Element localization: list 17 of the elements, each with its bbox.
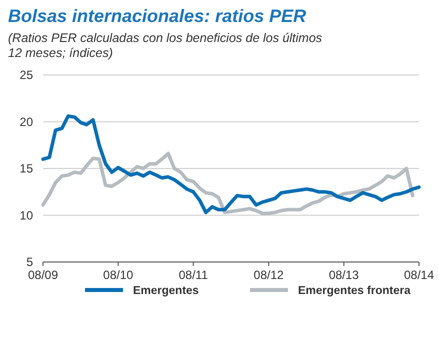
y-tick-label: 5 <box>26 255 34 269</box>
chart-subtitle: (Ratios PER calculadas con los beneficios de los últimos 12 meses; índices) <box>8 31 322 60</box>
x-tick-label: 08/11 <box>178 268 208 282</box>
x-tick-label: 08/13 <box>328 268 360 282</box>
line-series <box>41 114 421 214</box>
x-tick-label: 08/12 <box>254 268 284 282</box>
line-series <box>41 152 414 216</box>
y-tick-label: 15 <box>20 162 34 176</box>
y-tick-label: 10 <box>20 208 34 222</box>
y-tick-label: 25 <box>20 68 34 82</box>
y-tick-label: 20 <box>20 114 34 129</box>
x-tick-label: 08/09 <box>28 268 58 282</box>
legend-label: Emergentes <box>133 285 199 297</box>
x-tick-label: 08/14 <box>404 268 434 282</box>
legend-label: Emergentes frontera <box>298 285 412 297</box>
x-tick-label: 08/10 <box>103 268 134 282</box>
chart-title: Bolsas internacionales: ratios PER <box>8 6 306 26</box>
